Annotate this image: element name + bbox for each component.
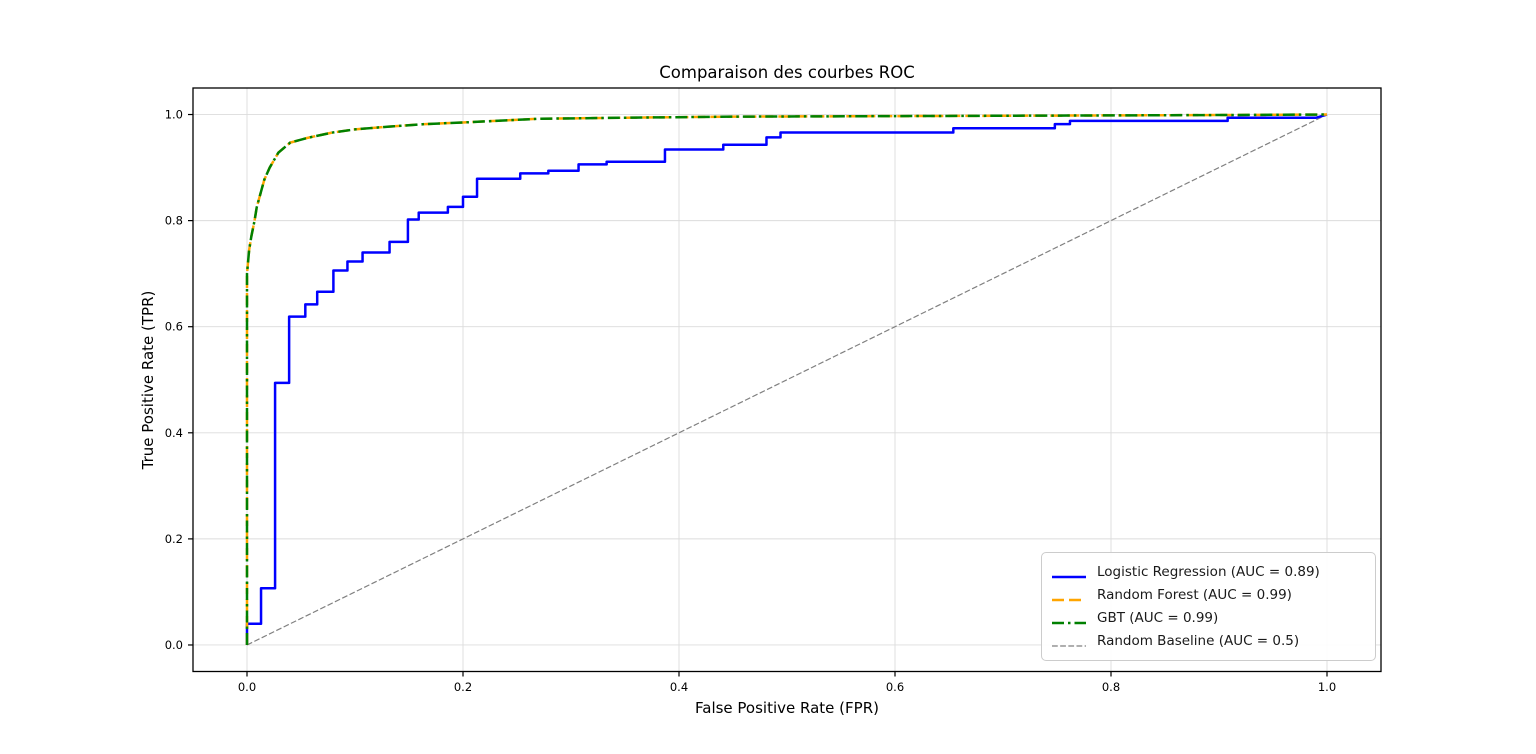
legend-label: Random Forest (AUC = 0.99)	[1097, 586, 1292, 603]
legend-item-0: Logistic Regression (AUC = 0.89)	[1052, 560, 1365, 583]
chart-title: Comparaison des courbes ROC	[659, 63, 915, 82]
x-axis-label: False Positive Rate (FPR)	[695, 699, 879, 717]
axes-box	[192, 87, 1382, 673]
x-tick-label: 0.2	[454, 680, 472, 694]
legend-line-sample	[1052, 636, 1086, 647]
legend-label: Random Baseline (AUC = 0.5)	[1097, 633, 1300, 650]
logistic-regression-curve	[245, 113, 1328, 645]
x-tick-label: 0.6	[886, 680, 904, 694]
x-tick-label: 0.8	[1102, 680, 1120, 694]
x-tick-label: 1.0	[1318, 680, 1336, 694]
legend-line-sample	[1052, 613, 1086, 625]
legend-line-sample	[1052, 567, 1086, 578]
legend-item-3: Random Baseline (AUC = 0.5)	[1052, 630, 1365, 653]
random-baseline-line	[246, 113, 1328, 646]
chart-legend: Logistic Regression (AUC = 0.89) Random F…	[1041, 552, 1376, 661]
y-tick-label: 1.0	[165, 108, 183, 122]
random-forest-curve	[245, 113, 1328, 645]
y-tick-label: 0.6	[165, 320, 183, 334]
y-tick-label: 0.2	[165, 532, 183, 546]
legend-line-sample	[1052, 590, 1086, 602]
gbt-curve	[245, 113, 1328, 645]
legend-item-2: GBT (AUC = 0.99)	[1052, 607, 1365, 630]
y-tick-label: 0.0	[165, 638, 183, 652]
legend-label: GBT (AUC = 0.99)	[1097, 610, 1219, 627]
y-tick-label: 0.8	[165, 214, 183, 228]
legend-item-1: Random Forest (AUC = 0.99)	[1052, 583, 1365, 606]
x-tick-label: 0.0	[238, 680, 256, 694]
y-tick-label: 0.4	[165, 426, 183, 440]
x-tick-label: 0.4	[670, 680, 688, 694]
legend-label: Logistic Regression (AUC = 0.89)	[1097, 563, 1320, 580]
